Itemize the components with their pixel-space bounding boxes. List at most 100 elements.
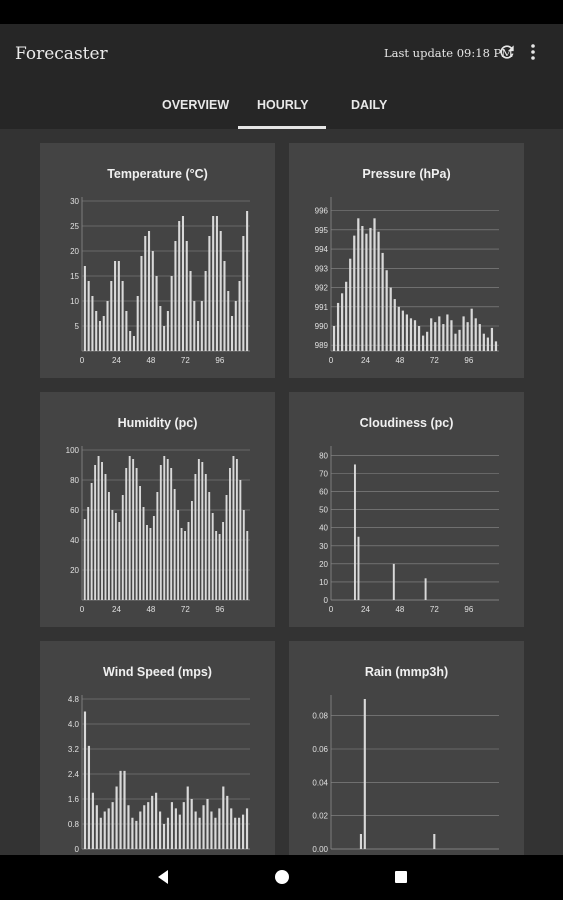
bar bbox=[184, 531, 186, 600]
bar bbox=[170, 468, 173, 600]
x-tick-label: 48 bbox=[395, 356, 404, 365]
y-tick-label: 20 bbox=[70, 566, 79, 575]
bar bbox=[466, 322, 469, 351]
x-tick-label: 48 bbox=[395, 605, 404, 614]
bar bbox=[424, 578, 427, 600]
bar bbox=[115, 786, 118, 849]
bar bbox=[478, 324, 481, 351]
y-tick-label: 20 bbox=[70, 247, 79, 256]
bar bbox=[235, 459, 238, 600]
bar bbox=[446, 314, 449, 351]
y-tick-label: 20 bbox=[319, 560, 328, 569]
bar bbox=[218, 534, 221, 600]
bar bbox=[127, 805, 130, 849]
nav-home-icon[interactable] bbox=[270, 865, 294, 889]
y-tick-label: 2.4 bbox=[68, 770, 80, 779]
bar bbox=[170, 276, 173, 351]
y-tick-label: 50 bbox=[319, 506, 328, 515]
bar bbox=[373, 218, 376, 351]
bar bbox=[197, 321, 200, 351]
y-tick-label: 4.8 bbox=[68, 695, 80, 704]
status-bar bbox=[0, 0, 563, 24]
bar bbox=[163, 456, 166, 600]
bar bbox=[173, 489, 176, 600]
bar bbox=[421, 335, 425, 351]
bar bbox=[200, 301, 203, 351]
bar bbox=[241, 814, 245, 849]
y-tick-label: 0.8 bbox=[68, 820, 80, 829]
x-tick-label: 24 bbox=[112, 605, 121, 614]
chart-title: Cloudiness (pc) bbox=[359, 416, 454, 430]
bar bbox=[90, 483, 93, 600]
bar bbox=[226, 795, 229, 849]
bar bbox=[234, 301, 237, 351]
bar bbox=[114, 261, 117, 351]
tab-daily[interactable]: DAILY bbox=[351, 98, 388, 112]
x-tick-label: 72 bbox=[181, 605, 190, 614]
y-tick-label: 30 bbox=[70, 197, 79, 206]
bar bbox=[482, 333, 485, 351]
bar bbox=[99, 817, 102, 849]
bar bbox=[111, 510, 114, 600]
bar bbox=[136, 296, 139, 351]
bar bbox=[234, 817, 237, 849]
bar bbox=[139, 811, 142, 849]
y-tick-label: 993 bbox=[315, 264, 329, 273]
x-tick-label: 0 bbox=[80, 356, 85, 365]
y-tick-label: 992 bbox=[315, 284, 329, 293]
bar bbox=[365, 233, 368, 351]
bar bbox=[189, 271, 192, 351]
y-tick-label: 30 bbox=[319, 542, 328, 551]
bar bbox=[206, 799, 209, 849]
chart-title: Pressure (hPa) bbox=[362, 167, 451, 181]
bar bbox=[389, 287, 392, 351]
refresh-icon[interactable] bbox=[497, 42, 517, 62]
bar bbox=[245, 808, 249, 849]
bar bbox=[198, 817, 201, 849]
bar bbox=[91, 296, 94, 351]
x-tick-label: 0 bbox=[329, 356, 334, 365]
nav-recents-icon[interactable] bbox=[389, 865, 413, 889]
bar bbox=[393, 299, 396, 351]
x-tick-label: 96 bbox=[464, 605, 473, 614]
hourly-charts-grid[interactable]: Temperature (°C) 5 10 15 20 25 30 0 24 48 72 96 Pr… bbox=[0, 129, 563, 876]
bar bbox=[94, 465, 97, 600]
bar bbox=[177, 510, 180, 600]
bar bbox=[104, 474, 107, 600]
y-tick-label: 4.0 bbox=[68, 720, 80, 729]
bar bbox=[210, 811, 213, 849]
bar bbox=[385, 270, 388, 351]
bar bbox=[114, 513, 117, 600]
bar bbox=[494, 341, 498, 351]
bar bbox=[238, 281, 241, 351]
y-tick-label: 989 bbox=[315, 341, 329, 350]
nav-back-icon[interactable] bbox=[151, 865, 175, 889]
bar bbox=[107, 492, 110, 600]
bar bbox=[230, 316, 234, 351]
navigation-bar bbox=[0, 855, 563, 900]
temperature-chart-svg: 5 10 15 20 25 30 0 24 48 72 96 bbox=[70, 197, 250, 365]
y-tick-label: 80 bbox=[319, 451, 328, 460]
bar bbox=[180, 528, 183, 600]
app-title: Forecaster bbox=[15, 44, 108, 64]
y-tick-label: 990 bbox=[315, 322, 329, 331]
chart-title: Temperature (°C) bbox=[107, 167, 208, 181]
more-vert-icon[interactable] bbox=[525, 42, 541, 62]
bar bbox=[106, 301, 109, 351]
y-tick-label: 1.6 bbox=[68, 795, 80, 804]
bar bbox=[121, 281, 124, 351]
bar bbox=[144, 236, 147, 351]
tab-hourly[interactable]: HOURLY bbox=[257, 98, 309, 112]
bar bbox=[246, 531, 249, 600]
y-tick-label: 60 bbox=[70, 506, 79, 515]
bar bbox=[458, 329, 461, 351]
bar bbox=[215, 216, 218, 351]
bar bbox=[474, 318, 477, 351]
bar bbox=[223, 261, 226, 351]
tab-overview[interactable]: OVERVIEW bbox=[162, 98, 230, 112]
bar bbox=[95, 311, 98, 351]
bar bbox=[430, 318, 433, 351]
app-bar: Forecaster Last update 09:18 PM OVERVIEW… bbox=[0, 24, 563, 129]
bar bbox=[417, 326, 421, 351]
rain-chart-card: Rain (mmp3h) 0.000.020.040.060.080244872… bbox=[289, 641, 524, 876]
